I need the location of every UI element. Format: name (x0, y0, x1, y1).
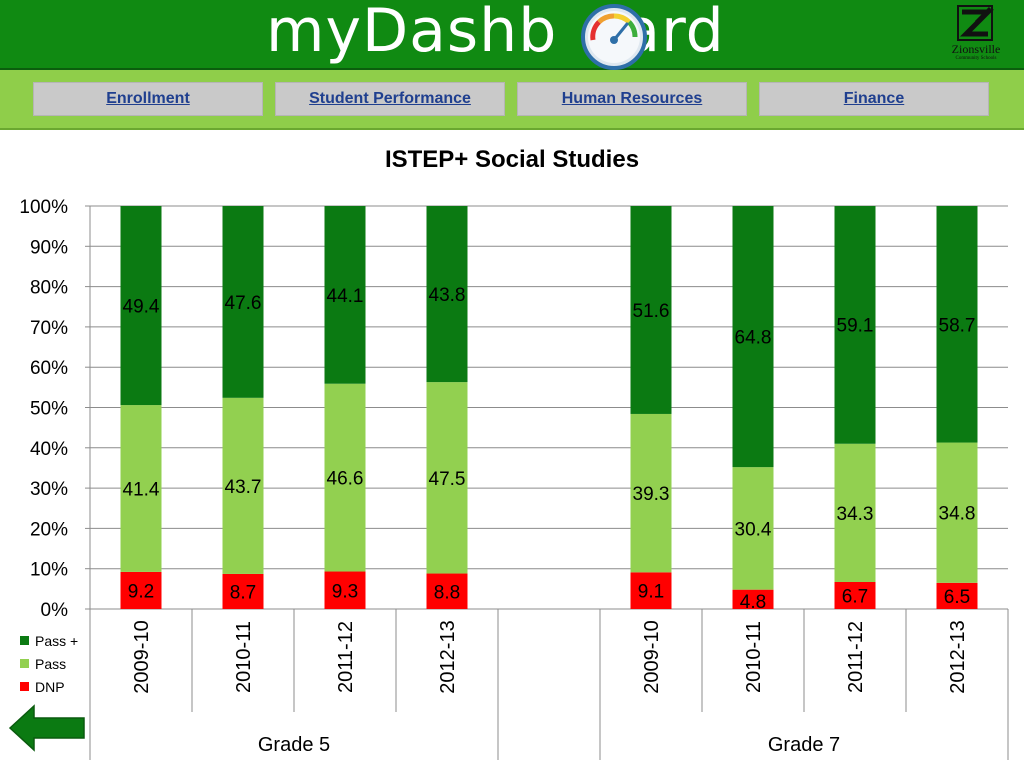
school-logo: Zionsville Community Schools (936, 4, 1016, 64)
data-label: 47.6 (225, 293, 262, 314)
chart-title: ISTEP+ Social Studies (384, 146, 640, 173)
data-label: 59.1 (837, 316, 874, 337)
legend-item-pass: Pass (20, 652, 78, 675)
bar-segment-dnp (120, 571, 162, 609)
data-label: 51.6 (633, 301, 670, 322)
logo-emblem-icon (957, 5, 995, 41)
data-label: 64.8 (735, 328, 772, 349)
bar-segment-pass (222, 397, 264, 574)
bar-segment-dnp (324, 571, 366, 609)
data-label: 4.8 (740, 592, 766, 613)
y-tick-label: 10% (30, 560, 68, 581)
data-label: 8.7 (230, 582, 256, 603)
data-label: 6.7 (842, 586, 868, 607)
data-label: 9.2 (128, 581, 154, 602)
data-label: 34.3 (837, 504, 874, 525)
legend-swatch-pass-plus (20, 636, 29, 645)
x-tick-label: 2012-13 (437, 620, 459, 693)
group-label: Grade 5 (258, 734, 330, 756)
y-tick-label: 0% (41, 600, 69, 621)
data-label: 44.1 (327, 286, 364, 307)
nav-enrollment[interactable]: Enrollment (33, 82, 263, 116)
data-label: 41.4 (123, 480, 160, 501)
bar-segment-pass (732, 467, 774, 590)
y-tick-label: 100% (19, 197, 68, 218)
data-label: 9.1 (638, 582, 664, 603)
data-label: 6.5 (944, 587, 970, 608)
data-label: 49.4 (123, 297, 160, 318)
bar-segment-pass (834, 443, 876, 582)
bar-segment-pass- (426, 206, 468, 383)
nav-bar: Enrollment Student Performance Human Res… (0, 70, 1024, 130)
bar-segment-pass- (324, 206, 366, 384)
bar-segment-dnp (426, 573, 468, 609)
bar-segment-pass (120, 405, 162, 572)
data-label: 39.3 (633, 484, 670, 505)
logo-subtext: Community Schools (955, 56, 997, 61)
legend-swatch-pass (20, 659, 29, 668)
bar-segment-dnp (630, 572, 672, 609)
nav-human-resources-label[interactable]: Human Resources (561, 90, 703, 107)
nav-enrollment-label[interactable]: Enrollment (106, 90, 190, 107)
x-tick-label: 2009-10 (641, 620, 663, 693)
legend-item-pass-plus: Pass + (20, 629, 78, 652)
bar-segment-pass (426, 382, 468, 574)
data-label: 34.8 (939, 504, 976, 525)
legend-label-dnp: DNP (35, 678, 65, 695)
logo-text: Zionsville (951, 42, 1001, 56)
legend-item-dnp: DNP (20, 675, 78, 698)
bar-segment-pass- (120, 206, 162, 406)
x-tick-label: 2011-12 (845, 621, 867, 693)
data-label: 47.5 (429, 469, 466, 490)
x-tick-label: 2012-13 (947, 620, 969, 693)
x-tick-label: 2010-11 (743, 621, 765, 693)
y-tick-label: 20% (30, 519, 68, 540)
back-arrow-icon[interactable] (8, 704, 86, 752)
y-tick-label: 90% (30, 237, 68, 258)
x-tick-label: 2010-11 (233, 621, 255, 693)
data-label: 30.4 (735, 519, 772, 540)
stacked-bar-chart: 0% 10% 20% 30% 40% 50% 60% 70% 80% 90% 100% 9.2 8.7 9… (19, 197, 1009, 760)
bar-segment-dnp (834, 581, 876, 609)
bar-segment-pass- (834, 206, 876, 444)
y-tick-label: 70% (30, 318, 68, 339)
y-tick-label: 30% (30, 479, 68, 500)
y-tick-label: 60% (30, 358, 68, 379)
nav-human-resources[interactable]: Human Resources (517, 82, 747, 116)
bar-segment-pass- (222, 206, 264, 398)
data-label: 43.8 (429, 285, 466, 306)
nav-finance[interactable]: Finance (759, 82, 989, 116)
data-label: 43.7 (225, 477, 262, 498)
app-title-part1: myDashb (266, 0, 558, 66)
nav-finance-label[interactable]: Finance (843, 90, 905, 107)
nav-student-performance[interactable]: Student Performance (275, 82, 505, 116)
y-tick-label: 80% (30, 278, 68, 299)
x-tick-label: 2011-12 (335, 621, 357, 693)
bar-segment-dnp (222, 573, 264, 609)
legend-label-pass-plus: Pass + (35, 632, 79, 649)
bar-segment-pass- (936, 206, 978, 443)
data-label: 58.7 (939, 315, 976, 336)
y-tick-label: 50% (30, 399, 68, 420)
bar-segment-dnp (936, 582, 978, 609)
legend-label-pass: Pass (35, 655, 67, 672)
bar-segment-pass- (630, 206, 672, 414)
nav-student-performance-label[interactable]: Student Performance (309, 90, 471, 107)
data-label: 8.8 (434, 582, 460, 603)
header-bar: myDashb ard Zionsville Community Schools (0, 0, 1024, 70)
x-tick-label: 2009-10 (131, 620, 153, 693)
bar-segment-dnp (732, 589, 774, 609)
legend-swatch-dnp (20, 682, 29, 691)
bar-segment-pass (936, 442, 978, 583)
data-label: 9.3 (332, 581, 358, 602)
bar-segment-pass (630, 413, 672, 573)
bar-segment-pass- (732, 206, 774, 468)
group-label: Grade 7 (768, 734, 840, 756)
gauge-icon (581, 4, 647, 70)
data-label: 46.6 (327, 469, 364, 490)
app-title: myDashb ard (266, 0, 725, 66)
bar-segment-pass (324, 383, 366, 572)
chart-legend: Pass + Pass DNP (20, 629, 78, 698)
y-tick-label: 40% (30, 439, 68, 460)
